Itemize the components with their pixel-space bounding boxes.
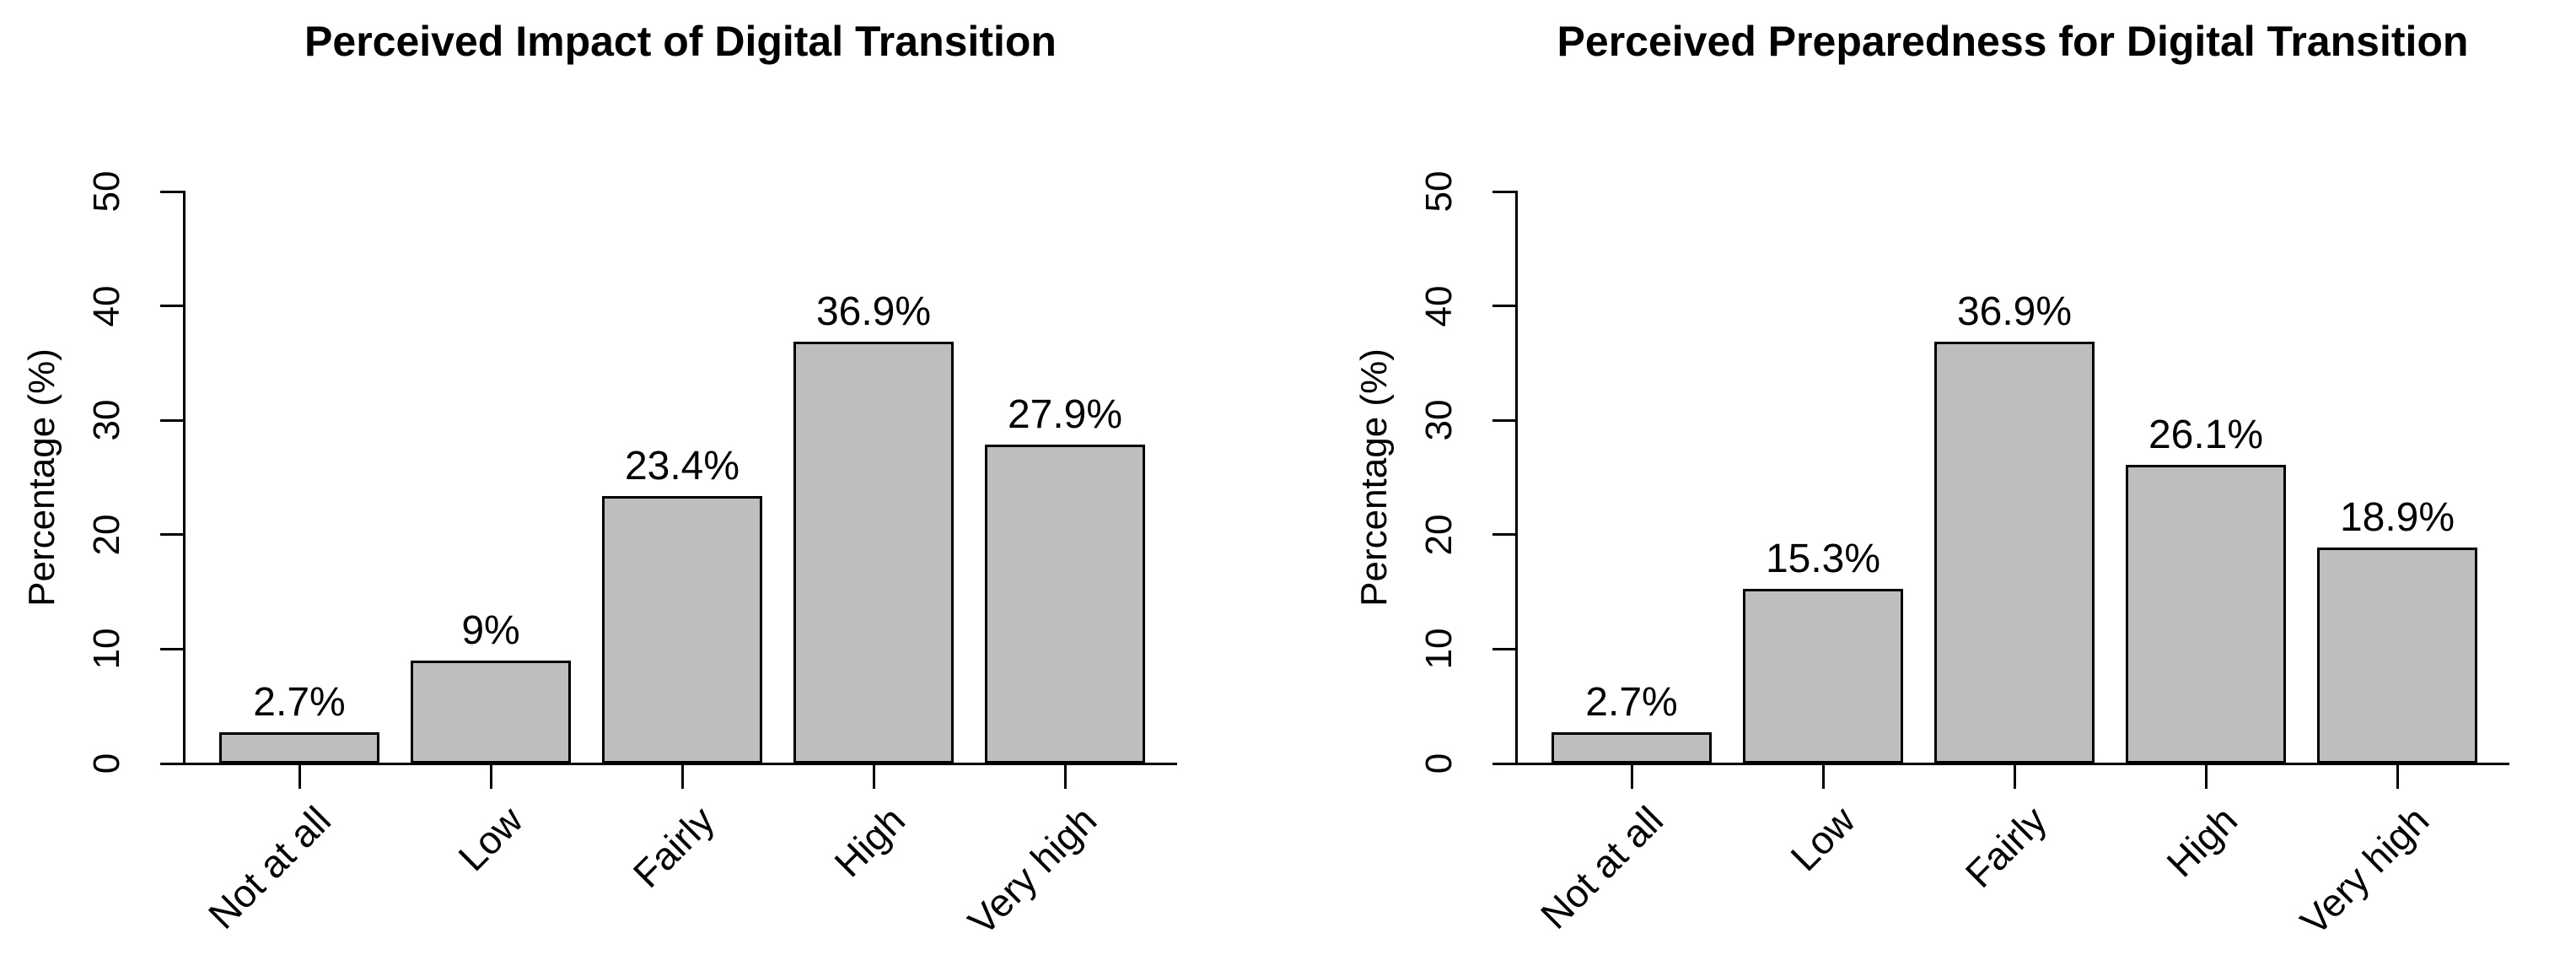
bar-value-label: 36.9%: [815, 289, 932, 334]
y-tick: [160, 190, 184, 193]
bar-value-label: 27.9%: [1007, 392, 1123, 437]
y-tick: [160, 305, 184, 308]
y-tick: [1492, 305, 1516, 308]
bar: [411, 661, 571, 763]
y-tick: [160, 647, 184, 650]
x-tick: [872, 764, 875, 789]
bar-value-label: 2.7%: [1585, 680, 1678, 725]
bar: [1743, 589, 1903, 763]
y-tick-label: 40: [1418, 285, 1460, 327]
y-tick-label: 20: [86, 514, 127, 556]
y-tick-label: 50: [86, 170, 127, 213]
bar-value-label: 15.3%: [1765, 537, 1881, 581]
y-tick-label: 30: [86, 399, 127, 441]
bar-value-label: 36.9%: [1956, 289, 2073, 334]
y-tick: [1492, 190, 1516, 193]
x-category-label: Low: [449, 797, 531, 880]
y-tick: [160, 418, 184, 422]
y-axis-line: [1514, 190, 1518, 765]
x-tick: [1821, 764, 1825, 789]
x-tick: [1063, 764, 1067, 789]
bar-value-label: 2.7%: [253, 680, 346, 725]
x-category-label: Fairly: [1956, 797, 2055, 896]
y-tick-label: 20: [1418, 514, 1460, 556]
y-tick: [1492, 762, 1516, 765]
bar: [1552, 732, 1712, 763]
bar: [2126, 465, 2286, 763]
chart-panel-preparedness: Perceived Preparedness for Digital Trans…: [1332, 0, 2576, 955]
x-tick: [298, 764, 301, 789]
y-tick: [1492, 418, 1516, 422]
x-category-label: Fairly: [624, 797, 723, 896]
bar-value-label: 26.1%: [2148, 413, 2264, 457]
y-tick-label: 30: [1418, 399, 1460, 441]
x-tick: [2204, 764, 2208, 789]
x-tick: [2396, 764, 2399, 789]
bar-value-label: 18.9%: [2339, 495, 2455, 540]
bar-value-label: 9%: [461, 608, 520, 653]
x-category-label: Very high: [960, 797, 1105, 944]
bar: [1934, 342, 2095, 763]
x-tick: [489, 764, 492, 789]
bar: [219, 732, 379, 763]
x-category-label: Not at all: [1532, 797, 1672, 937]
plot-area: 0 10 20 30 40 50 2.7% Not at all 9% Low 23.4% Fairl…: [0, 0, 1244, 955]
chart-title: Perceived Preparedness for Digital Trans…: [1557, 18, 2469, 65]
bar: [2317, 548, 2477, 763]
y-tick: [160, 762, 184, 765]
y-tick-label: 10: [1418, 628, 1460, 670]
x-category-label: Low: [1782, 797, 1863, 880]
plot-area: 0 10 20 30 40 50 2.7% Not at all 15.3% Low 36.9% Fa…: [1332, 0, 2576, 955]
chart-title: Perceived Impact of Digital Transition: [304, 18, 1057, 65]
y-tick: [160, 533, 184, 537]
x-axis-line: [1516, 762, 2509, 765]
y-tick: [1492, 533, 1516, 537]
y-tick-label: 50: [1418, 170, 1460, 213]
x-tick: [2013, 764, 2016, 789]
bar-value-label: 23.4%: [624, 444, 740, 488]
x-category-label: High: [2158, 797, 2246, 886]
y-tick-label: 40: [86, 285, 127, 327]
x-category-label: Not at all: [200, 797, 340, 937]
bar: [793, 342, 954, 763]
x-tick: [1630, 764, 1633, 789]
bar: [602, 496, 762, 763]
y-axis-line: [182, 190, 186, 765]
y-tick-label: 10: [86, 628, 127, 670]
y-tick-label: 0: [1418, 753, 1460, 774]
y-tick-label: 0: [86, 753, 127, 774]
chart-panel-impact: Perceived Impact of Digital Transition P…: [0, 0, 1244, 955]
bar: [985, 445, 1145, 763]
x-tick: [680, 764, 684, 789]
x-category-label: Very high: [2292, 797, 2438, 944]
x-category-label: High: [826, 797, 914, 886]
y-tick: [1492, 647, 1516, 650]
x-axis-line: [184, 762, 1177, 765]
